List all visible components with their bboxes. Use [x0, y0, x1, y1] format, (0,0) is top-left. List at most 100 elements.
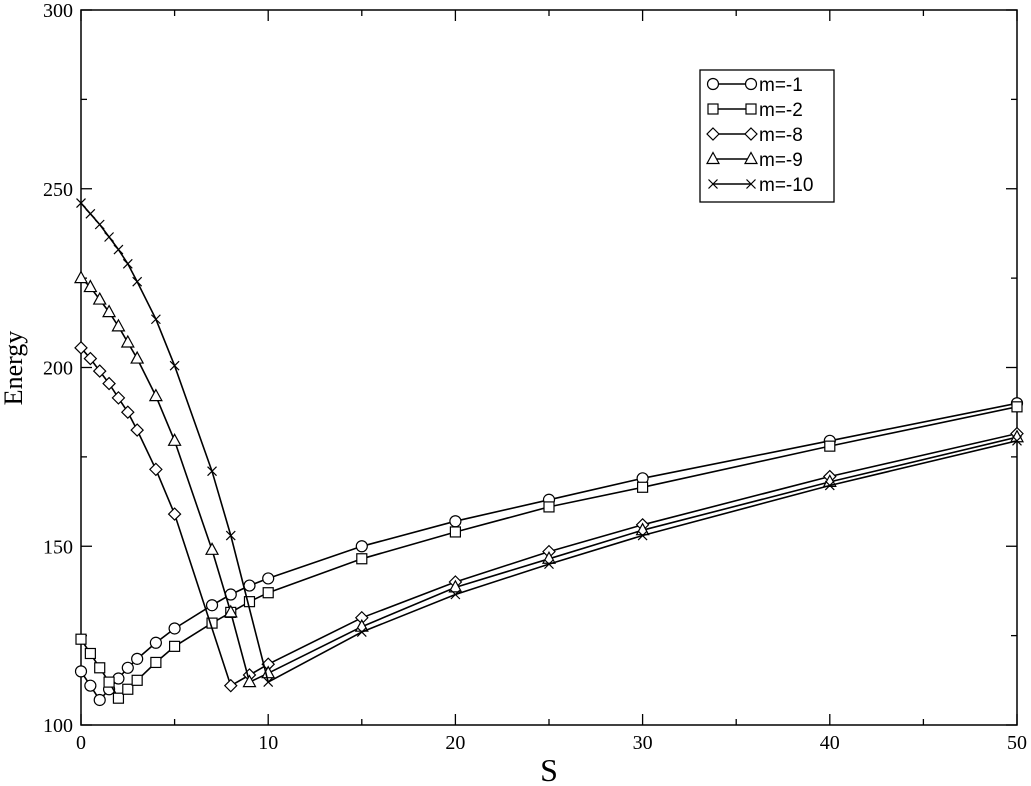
point-triangle — [448, 579, 463, 593]
legend-entry: m=-10 — [708, 175, 813, 196]
point-triangle — [73, 270, 89, 284]
point-x — [122, 258, 133, 269]
point-x — [450, 589, 461, 600]
y-tick-label: 100 — [43, 715, 73, 737]
legend: m=-1 m=-2 m=-8 m=-9 m=-10 — [699, 69, 835, 203]
point-square — [131, 674, 143, 686]
point-x — [113, 244, 124, 255]
point-x — [150, 314, 161, 325]
legend-entry: m=-8 — [706, 125, 803, 146]
point-triangle — [223, 604, 238, 618]
point-x — [132, 276, 143, 287]
point-square — [543, 501, 555, 513]
legend-label: m=-1 — [759, 75, 803, 96]
point-circle — [121, 661, 134, 674]
point-triangle — [705, 151, 721, 165]
series-3 — [74, 340, 1024, 693]
series-2 — [75, 401, 1023, 704]
point-square — [707, 103, 719, 115]
x-tick-label: 10 — [258, 732, 278, 754]
legend-entry: m=-2 — [707, 100, 803, 121]
point-square — [449, 526, 461, 538]
point-square — [112, 692, 125, 704]
point-diamond — [83, 351, 98, 366]
point-diamond — [120, 405, 135, 420]
point-x — [746, 179, 756, 189]
point-x — [824, 480, 835, 491]
point-diamond — [92, 364, 107, 378]
point-x — [104, 232, 115, 242]
legend-label: m=-2 — [759, 100, 803, 121]
point-x — [263, 677, 274, 688]
point-square — [122, 683, 134, 695]
point-x — [1012, 435, 1022, 446]
point-diamond — [74, 340, 88, 355]
legend-label: m=-10 — [759, 175, 813, 196]
point-x — [225, 530, 236, 541]
point-triangle — [1009, 429, 1025, 443]
point-triangle — [83, 279, 98, 293]
point-triangle — [92, 291, 107, 305]
point-diamond — [167, 507, 182, 521]
x-tick-label: 40 — [820, 732, 840, 754]
point-triangle — [242, 674, 257, 688]
x-tick-label: 20 — [445, 732, 465, 754]
point-square — [84, 647, 96, 660]
point-circle — [74, 665, 88, 678]
point-triangle — [111, 318, 126, 332]
point-square — [103, 676, 115, 688]
point-circle — [449, 515, 462, 528]
point-diamond — [102, 376, 116, 391]
point-circle — [262, 572, 275, 585]
point-x — [356, 627, 367, 637]
legend-entry: m=-1 — [706, 75, 803, 96]
point-triangle — [205, 542, 220, 555]
point-circle — [168, 622, 181, 635]
point-square — [1011, 401, 1023, 413]
point-circle — [84, 679, 97, 692]
point-diamond — [149, 462, 163, 477]
point-circle — [205, 599, 219, 612]
legend-entry: m=-9 — [705, 150, 803, 171]
x-tick-label: 50 — [1007, 732, 1027, 754]
y-tick-label: 250 — [43, 179, 73, 201]
y-tick-label: 200 — [43, 358, 73, 380]
y-tick-label: 150 — [43, 536, 73, 558]
point-x — [76, 198, 86, 208]
point-x — [85, 208, 96, 219]
x-tick-label: 0 — [76, 732, 86, 754]
point-circle — [706, 77, 720, 91]
point-square — [824, 440, 836, 452]
point-diamond — [706, 127, 720, 141]
point-x — [207, 466, 217, 477]
point-diamond — [744, 127, 758, 141]
point-square — [636, 481, 649, 493]
point-triangle — [743, 151, 759, 165]
point-circle — [149, 636, 162, 649]
point-triangle — [167, 433, 182, 446]
point-triangle — [148, 388, 163, 402]
y-axis-title: Energy — [0, 331, 28, 406]
x-axis-title: S — [540, 752, 558, 786]
point-x — [169, 360, 180, 371]
point-square — [94, 662, 106, 674]
legend-box — [699, 69, 835, 203]
point-diamond — [111, 391, 126, 405]
y-tick-label: 300 — [43, 0, 73, 22]
point-circle — [93, 693, 106, 707]
x-tick-label: 30 — [633, 732, 653, 754]
series-line — [80, 202, 1018, 684]
point-triangle — [120, 334, 135, 348]
point-triangle — [102, 304, 117, 318]
point-square — [169, 640, 181, 652]
series-line — [80, 347, 1018, 687]
point-circle — [131, 652, 144, 665]
legend-label: m=-8 — [759, 125, 803, 146]
point-circle — [744, 77, 758, 91]
point-circle — [355, 540, 368, 553]
point-circle — [243, 579, 256, 592]
point-square — [745, 103, 757, 115]
point-x — [708, 179, 718, 189]
legend-label: m=-9 — [759, 150, 803, 171]
